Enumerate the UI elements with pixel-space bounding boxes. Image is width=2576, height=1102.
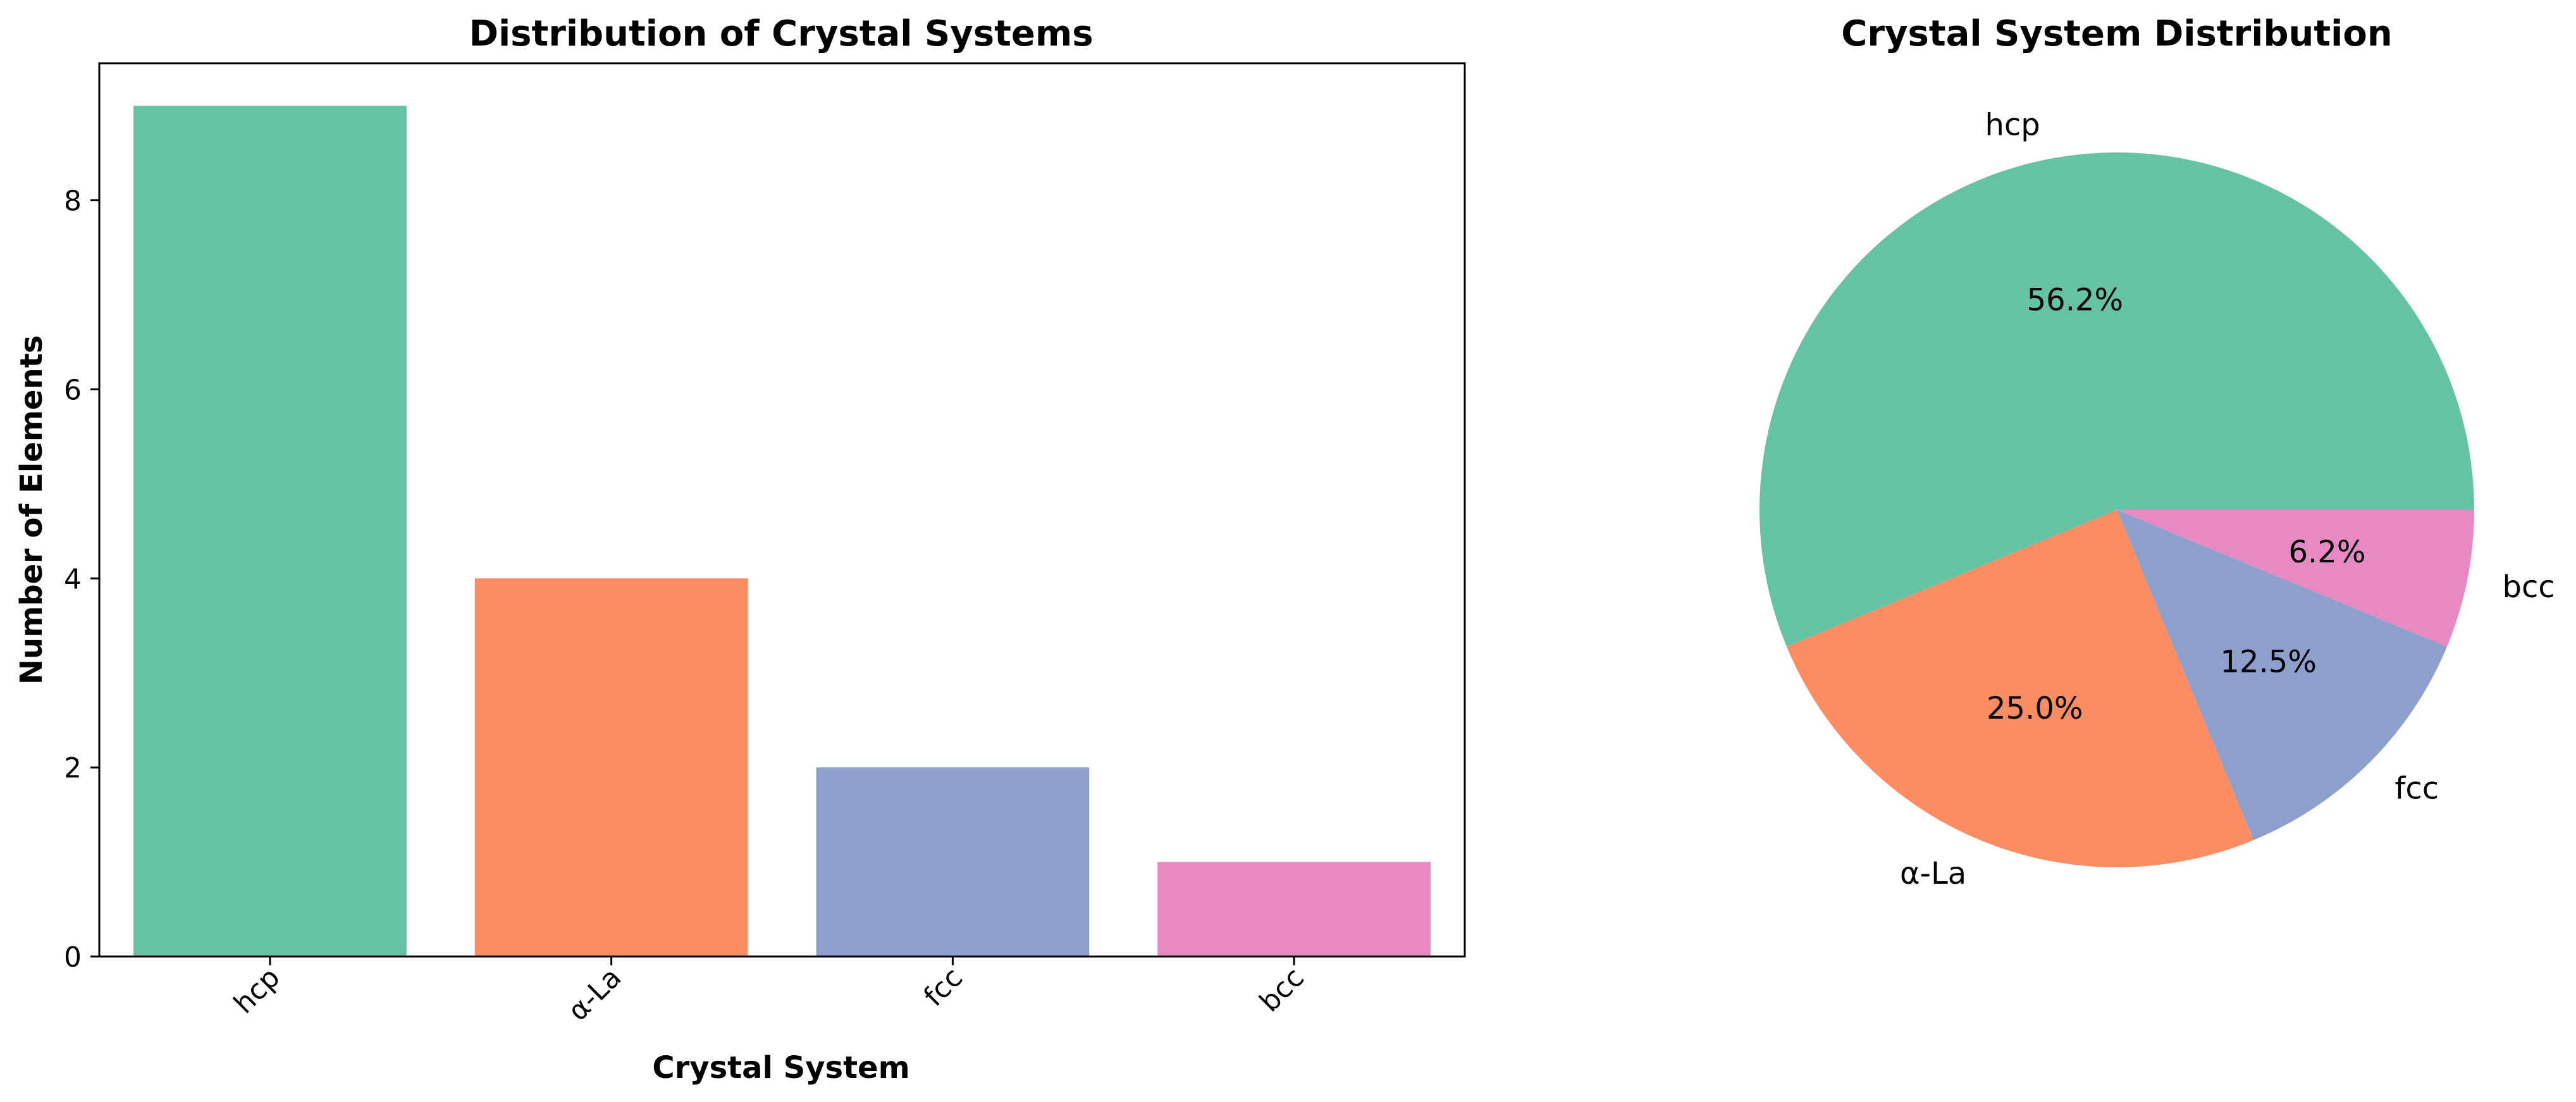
x-tick-label: α-La	[562, 962, 627, 1027]
bar-fcc	[816, 767, 1090, 957]
pie-slice-fcc	[2117, 510, 2447, 840]
bar-chart: Distribution of Crystal Systems 0 2 4 6 8 hc…	[14, 13, 1466, 1086]
x-tick-label: hcp	[228, 962, 287, 1020]
pie-percent-label: 56.2%	[2027, 283, 2123, 318]
bar-α-La	[474, 578, 748, 957]
pie-slice-α-La	[1787, 510, 2254, 868]
y-axis-ticks: 0 2 4 6 8	[64, 185, 99, 974]
bar-hcp	[133, 106, 407, 957]
y-tick-label: 0	[64, 941, 82, 974]
x-tick-label: bcc	[1254, 962, 1310, 1018]
y-tick-label: 8	[64, 185, 82, 218]
y-tick-label: 4	[64, 563, 82, 595]
y-axis-label: Number of Elements	[14, 335, 49, 684]
pie-slice-hcp	[1759, 152, 2474, 647]
x-axis-label: Crystal System	[652, 1050, 909, 1086]
plot-frame	[98, 62, 1466, 958]
bar-group	[133, 106, 1431, 957]
pie-chart: Crystal System Distribution hcp 56.2% α-La…	[1759, 13, 2555, 891]
y-tick-label: 2	[64, 752, 82, 784]
pie-percent-label: 6.2%	[2289, 535, 2366, 570]
bar-bcc	[1157, 862, 1431, 957]
pie-label: bcc	[2503, 569, 2555, 605]
y-tick-label: 6	[64, 374, 82, 406]
pie-chart-title: Crystal System Distribution	[1841, 13, 2392, 54]
pie-percent-label: 25.0%	[1987, 691, 2083, 726]
pie-label: fcc	[2394, 771, 2439, 806]
x-tick-label: fcc	[918, 962, 969, 1013]
bar-chart-title: Distribution of Crystal Systems	[469, 13, 1093, 54]
pie-label: hcp	[1985, 107, 2040, 142]
pie-slice-bcc	[2117, 510, 2474, 647]
pie-percent-label: 12.5%	[2220, 645, 2316, 680]
x-axis-ticks: hcp α-La fcc bcc	[228, 957, 1310, 1027]
pie-group: hcp 56.2% α-La 25.0% fcc 12.5% bcc 6.2%	[1759, 107, 2555, 891]
pie-label: α-La	[1900, 856, 1966, 891]
